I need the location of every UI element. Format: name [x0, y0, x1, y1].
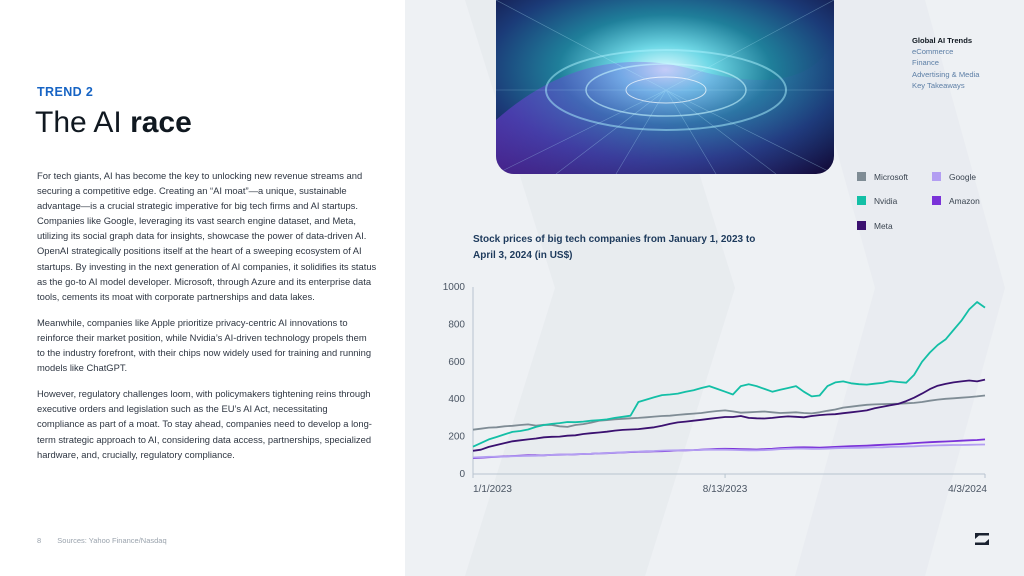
legend-item-meta: Meta — [857, 221, 893, 231]
legend-label-meta: Meta — [874, 221, 893, 231]
title-bold: race — [130, 106, 192, 139]
page-number: 8 — [37, 536, 42, 545]
legend-swatch — [857, 196, 866, 205]
page-title: The AI race — [35, 106, 192, 140]
paragraph-2: Meanwhile, companies like Apple prioriti… — [37, 316, 372, 374]
y-tick-label: 0 — [459, 469, 465, 480]
y-tick-label: 600 — [448, 357, 465, 368]
nav-item-ecommerce[interactable]: eCommerce — [912, 47, 954, 57]
x-tick-label: 8/13/2023 — [703, 484, 748, 495]
paragraph-1: For tech giants, AI has become the key t… — [37, 170, 377, 302]
x-tick-label: 4/3/2024 — [948, 484, 987, 495]
legend-label-nvidia: Nvidia — [874, 196, 898, 206]
chart-title: Stock prices of big tech companies from … — [473, 234, 756, 261]
x-tick-label: 1/1/2023 — [473, 484, 512, 495]
series-line-nvidia — [472, 301, 986, 448]
legend-swatch — [857, 221, 866, 230]
legend-item-microsoft: Microsoft — [857, 172, 908, 182]
paragraph-3: However, regulatory challenges loom, wit… — [37, 388, 372, 460]
text-panel: TREND 2 The AI race For tech giants, AI … — [0, 0, 405, 576]
y-tick-label: 400 — [448, 394, 465, 405]
section-label: TREND 2 — [37, 85, 94, 99]
source-note: Sources: Yahoo Finance/Nasdaq — [57, 536, 167, 545]
nav-item-key-takeaways[interactable]: Key Takeaways — [912, 80, 965, 90]
hero-image — [496, 0, 834, 174]
title-normal: The AI — [35, 106, 131, 139]
y-tick-label: 1000 — [443, 282, 466, 293]
legend-swatch — [932, 196, 941, 205]
article-body: For tech giants, AI has become the key t… — [37, 168, 377, 473]
section-nav: Global AI Trends eCommerce Finance Adver… — [912, 35, 980, 91]
y-tick-label: 200 — [448, 432, 465, 443]
nav-item-advertising-media[interactable]: Advertising & Media — [912, 69, 980, 79]
legend-swatch — [932, 172, 941, 181]
nav-item-global-ai-trends[interactable]: Global AI Trends — [912, 36, 973, 45]
y-tick-label: 800 — [448, 319, 465, 330]
legend-swatch — [857, 172, 866, 181]
brand-logo-icon — [975, 533, 989, 545]
legend-label-google: Google — [949, 172, 977, 182]
legend-label-amazon: Amazon — [949, 196, 980, 206]
legend-label-microsoft: Microsoft — [874, 172, 908, 182]
chart-legend: Microsoft Google Nvidia Amazon Meta — [857, 171, 997, 236]
legend-item-google: Google — [932, 172, 976, 182]
legend-item-nvidia: Nvidia — [857, 196, 897, 206]
series-line-google — [472, 443, 986, 459]
footer: 8 Sources: Yahoo Finance/Nasdaq — [37, 536, 167, 545]
line-chart: 0 200 400 600 800 1000 1/1/2023 8/13/2023 4/3/20… — [443, 282, 988, 495]
legend-item-amazon: Amazon — [932, 196, 980, 206]
nav-item-finance[interactable]: Finance — [912, 58, 940, 68]
series-line-meta — [472, 378, 986, 452]
